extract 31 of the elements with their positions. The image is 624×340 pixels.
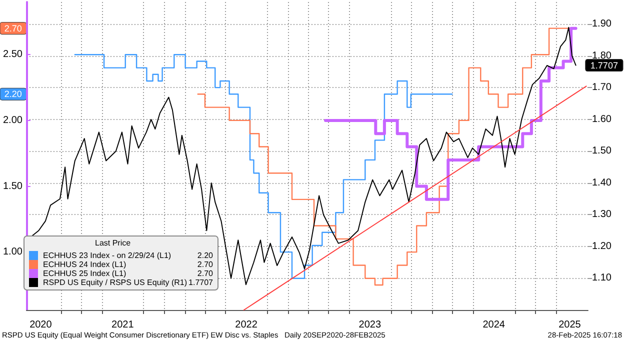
- text: 2.20: [4, 89, 22, 100]
- y-tick-label: 2.50: [2, 49, 23, 60]
- annotation: 2.70: [197, 260, 214, 269]
- data-label: 1.7707: [590, 60, 618, 70]
- y2-tick-label: 1.10: [592, 272, 612, 284]
- y-tick-label: 1.00: [2, 246, 23, 258]
- x-tick-label: 2024: [482, 320, 506, 330]
- x-tick-label: 2025: [558, 320, 582, 330]
- legend-label: ECHHUS 25 Index (L1): [43, 269, 126, 278]
- y2-tick-label: 1.20: [592, 240, 612, 252]
- y2-tick-label: 1.60: [592, 114, 612, 125]
- y2-tick-label: 1.40: [592, 177, 612, 188]
- x-tick-label: 2023: [358, 320, 382, 330]
- annotation: 1.7707: [188, 278, 214, 287]
- legend-label: ECHHUS 24 Index (L1): [43, 260, 126, 269]
- x-tick-label: 2022: [235, 320, 258, 330]
- text: 2.70: [4, 23, 22, 34]
- legend-title: Last Price: [95, 238, 132, 248]
- y2-tick-label: 1.90: [592, 18, 612, 30]
- y2-tick-label: 1.70: [592, 82, 612, 94]
- annotation: 2.70: [197, 269, 214, 278]
- y-tick-label: 1.50: [2, 180, 23, 192]
- x-tick-label: 2021: [112, 320, 134, 330]
- y-tick-label: 2.00: [2, 114, 23, 126]
- legend-label: ECHHUS 23 Index - on 2/29/24 (L1): [43, 251, 172, 260]
- annotation: 2.20: [197, 251, 214, 260]
- legend-label: RSPD US Equity / RSPS US Equity (R1): [43, 278, 188, 287]
- y2-tick-label: 1.80: [592, 50, 612, 62]
- x-tick-label: 2020: [30, 320, 52, 330]
- y2-tick-label: 1.30: [592, 209, 612, 220]
- y2-tick-label: 1.50: [592, 146, 612, 157]
